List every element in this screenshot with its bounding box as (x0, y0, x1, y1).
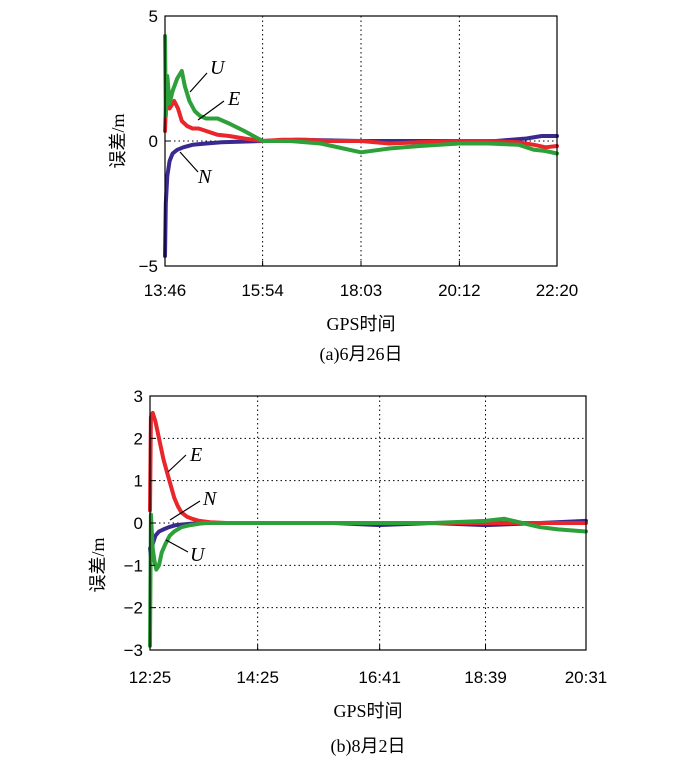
caption-b: (b)8月2日 (331, 736, 406, 757)
grid-a (165, 16, 557, 266)
callout-line-a-e (197, 100, 225, 121)
y-tick-label: 5 (149, 7, 158, 26)
series-group-b (148, 410, 588, 648)
x-tick-label: 12:25 (129, 668, 172, 687)
y-axis-label-b: 误差/m (88, 537, 108, 592)
series-label-a-e: E (227, 88, 240, 110)
callout-line-b-u (165, 539, 189, 553)
x-tick-label: 22:20 (536, 281, 579, 300)
callout-line-a-u (189, 72, 208, 93)
series-label-b-n: N (202, 488, 218, 510)
x-ticks-b: 12:25 14:25 16:41 18:39 20:31 (129, 645, 608, 687)
x-ticks-a: 13:46 15:54 18:03 20:12 22:20 (144, 261, 579, 300)
y-tick-label: 0 (134, 514, 143, 533)
series-label-a-n: N (197, 166, 213, 188)
x-tick-label: 20:12 (438, 281, 481, 300)
y-tick-label: 3 (134, 387, 143, 406)
y-tick-label: −2 (124, 599, 143, 618)
callout-line-a-n (179, 151, 199, 173)
series-line-e (163, 89, 559, 150)
chart-panel-a: 5 0 −5 13:46 15:54 18:03 20:12 22:20 误差/m GPS时… (108, 7, 578, 365)
callout-line-b-e (167, 454, 187, 473)
y-ticks-b: 3 2 1 0 −1 −2 −3 (124, 387, 155, 660)
x-tick-label: 18:03 (340, 281, 383, 300)
series-label-a-u: U (210, 57, 226, 79)
series-line-u (148, 512, 588, 648)
series-line-u (163, 34, 559, 156)
x-tick-label: 18:39 (464, 668, 507, 687)
x-tick-label: 16:41 (358, 668, 401, 687)
y-tick-label: −1 (124, 556, 143, 575)
series-label-b-u: U (190, 544, 206, 566)
x-tick-label: 15:54 (241, 281, 284, 300)
x-axis-label-b: GPS时间 (333, 701, 402, 721)
y-tick-label: 2 (134, 429, 143, 448)
chart-panel-b: 3 2 1 0 −1 −2 −3 12:25 14:25 16:41 18:39 20:31 误差/… (88, 387, 607, 757)
x-tick-label: 13:46 (144, 281, 187, 300)
y-tick-label: −3 (124, 641, 143, 660)
y-tick-label: −5 (139, 257, 158, 276)
series-group-a (163, 34, 559, 258)
y-axis-label-a: 误差/m (108, 113, 128, 168)
x-axis-label-a: GPS时间 (326, 314, 395, 334)
y-tick-label: 1 (134, 472, 143, 491)
x-tick-label: 20:31 (565, 668, 608, 687)
y-tick-label: 0 (149, 132, 158, 151)
series-line-n (148, 518, 588, 559)
caption-a: (a)6月26日 (320, 344, 403, 365)
x-tick-label: 14:25 (236, 668, 279, 687)
y-ticks-a: 5 0 −5 (139, 7, 170, 276)
series-label-b-e: E (189, 444, 202, 466)
callout-line-b-n (169, 500, 201, 521)
